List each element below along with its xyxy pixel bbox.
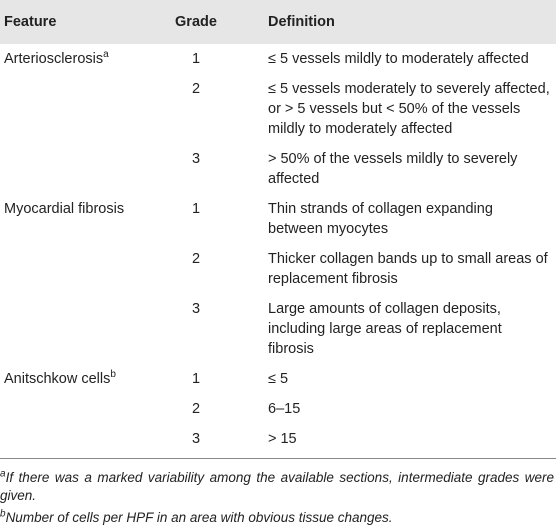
grade-cell: 2 bbox=[191, 81, 201, 97]
grade-cell: 3 bbox=[191, 431, 201, 447]
grade-cell: 2 bbox=[191, 251, 201, 267]
table-row: 3 > 50% of the vessels mildly to severely… bbox=[0, 144, 556, 194]
feature-cell bbox=[0, 244, 165, 294]
table-row: 3 > 15 bbox=[0, 424, 556, 459]
feature-cell bbox=[0, 294, 165, 364]
grading-table: Feature Grade Definition Arteriosclerosi… bbox=[0, 0, 556, 459]
feature-cell bbox=[0, 144, 165, 194]
definition-cell: ≤ 5 vessels moderately to severely affec… bbox=[268, 81, 550, 137]
grade-cell: 2 bbox=[191, 401, 201, 417]
footnote-ref: a bbox=[103, 49, 109, 61]
footnotes: aIf there was a marked variability among… bbox=[0, 469, 556, 527]
feature-cell: Arteriosclerosisa bbox=[0, 44, 165, 74]
grade-cell: 1 bbox=[191, 51, 201, 67]
footnote-mark: a bbox=[0, 468, 6, 480]
header-cell: Grade bbox=[165, 0, 227, 44]
definition-cell: Thicker collagen bands up to small areas… bbox=[268, 251, 548, 287]
table-row: 2 ≤ 5 vessels moderately to severely affe… bbox=[0, 74, 556, 144]
feature-cell: Anitschkow cellsb bbox=[0, 364, 165, 394]
grade-cell: 3 bbox=[191, 301, 201, 317]
table-body: Arteriosclerosisa 1 ≤ 5 vessels mildly to … bbox=[0, 44, 556, 459]
feature: Myocardial fibrosis bbox=[4, 201, 125, 217]
feature: Arteriosclerosis bbox=[4, 51, 104, 67]
header-row: Feature Grade Definition bbox=[0, 0, 556, 44]
feature-cell: Myocardial fibrosis bbox=[0, 194, 165, 244]
header-cell: Feature bbox=[0, 0, 165, 44]
definition-cell: ≤ 5 bbox=[268, 371, 289, 387]
definition-cell: Thin strands of collagen expanding betwe… bbox=[268, 201, 493, 237]
feature: Anitschkow cells bbox=[4, 371, 111, 387]
table-row: Anitschkow cellsb 1 ≤ 5 bbox=[0, 364, 556, 394]
table-row: Myocardial fibrosis 1 Thin strands of coll… bbox=[0, 194, 556, 244]
table-row: Arteriosclerosisa 1 ≤ 5 vessels mildly to … bbox=[0, 44, 556, 74]
definition-cell: ≤ 5 vessels mildly to moderately affecte… bbox=[268, 51, 529, 67]
grade-cell: 1 bbox=[191, 371, 201, 387]
feature-cell bbox=[0, 394, 165, 424]
definition-cell: > 50% of the vessels mildly to severely … bbox=[268, 151, 518, 187]
table-row: 3 Large amounts of collagen deposits, inc… bbox=[0, 294, 556, 364]
header-cell: Definition bbox=[227, 0, 556, 44]
footnote-ref: b bbox=[110, 369, 116, 381]
feature-cell bbox=[0, 74, 165, 144]
footnote-text: If there was a marked variability among … bbox=[0, 470, 554, 503]
footnote-text: Number of cells per HPF in an area with … bbox=[5, 510, 393, 525]
footnote-mark: b bbox=[0, 508, 6, 520]
grade-cell: 3 bbox=[191, 151, 201, 167]
table-row: 2 6–15 bbox=[0, 394, 556, 424]
definition-cell: Large amounts of collagen deposits, incl… bbox=[268, 301, 502, 357]
footnote: aIf there was a marked variability among… bbox=[0, 469, 554, 505]
feature-cell bbox=[0, 424, 165, 459]
definition-cell: > 15 bbox=[268, 431, 297, 447]
footnote: bNumber of cells per HPF in an area with… bbox=[0, 509, 554, 527]
grade-cell: 1 bbox=[191, 201, 201, 217]
definition-cell: 6–15 bbox=[268, 401, 301, 417]
table-row: 2 Thicker collagen bands up to small area… bbox=[0, 244, 556, 294]
